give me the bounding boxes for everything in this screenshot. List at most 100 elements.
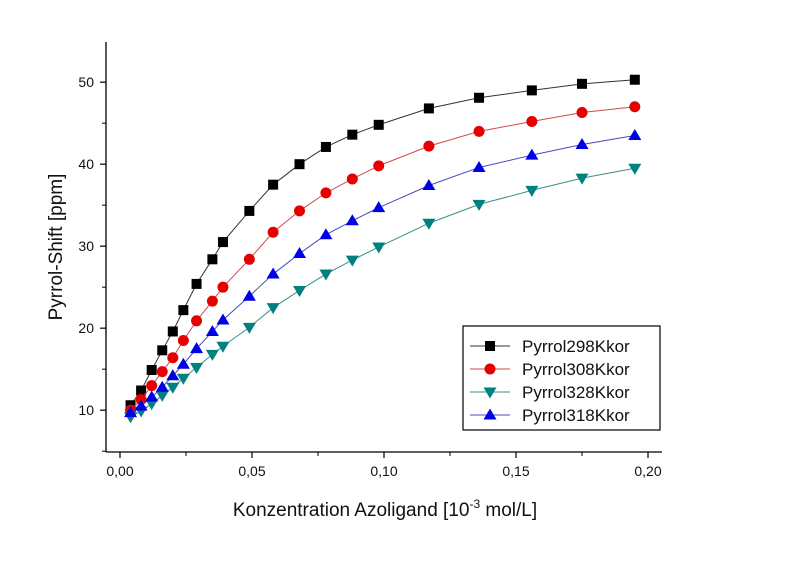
- square-marker: [244, 205, 255, 216]
- square-marker: [146, 365, 157, 375]
- triangle-up-marker: [422, 179, 436, 190]
- circle-marker: [135, 394, 147, 406]
- square-marker: [178, 305, 189, 316]
- triangle-up-marker: [134, 399, 148, 411]
- series-layer: [124, 74, 642, 424]
- circle-marker: [423, 140, 435, 152]
- triangle-up-marker: [205, 324, 219, 336]
- triangle-down-marker: [205, 349, 219, 361]
- triangle-down-marker: [628, 163, 642, 175]
- circle-marker: [526, 116, 538, 128]
- circle-marker: [267, 226, 279, 238]
- legend-label: Pyrrol318Kkor: [522, 406, 630, 425]
- triangle-down-marker: [216, 341, 230, 353]
- legend-label: Pyrrol328Kkor: [522, 383, 630, 402]
- triangle-down-marker: [190, 363, 204, 375]
- square-marker: [373, 119, 384, 130]
- square-marker: [485, 341, 495, 351]
- circle-marker: [217, 281, 229, 293]
- circle-marker: [320, 187, 332, 199]
- triangle-down-marker: [145, 399, 159, 411]
- series-pyrrol308kkor: [125, 101, 641, 416]
- triangle-down-marker: [372, 242, 386, 254]
- legend-item: Pyrrol308Kkor: [470, 360, 630, 379]
- triangle-down-marker: [319, 269, 333, 281]
- triangle-down-marker: [155, 390, 169, 402]
- x-axis-label: Konzentration Azoligand [10-3 mol/L]: [233, 497, 537, 521]
- circle-marker: [294, 205, 306, 217]
- x-axis-label-main: Konzentration Azoligand [10: [233, 500, 470, 521]
- square-marker: [191, 278, 202, 289]
- legend-label: Pyrrol298Kkor: [522, 337, 630, 356]
- triangle-down-marker: [345, 255, 359, 267]
- triangle-up-marker: [483, 408, 497, 420]
- triangle-up-marker: [319, 228, 333, 240]
- x-axis-label-tail: mol/L]: [480, 500, 537, 521]
- triangle-down-marker: [472, 199, 486, 211]
- triangle-down-marker: [176, 373, 190, 385]
- triangle-up-marker: [176, 357, 190, 369]
- triangle-up-marker: [124, 406, 138, 418]
- circle-marker: [206, 295, 218, 307]
- triangle-down-marker: [575, 173, 589, 185]
- triangle-down-marker: [293, 285, 307, 297]
- triangle-up-marker: [575, 138, 589, 149]
- square-marker: [577, 78, 588, 89]
- triangle-up-marker: [472, 160, 486, 172]
- legend-item: Pyrrol298Kkor: [470, 337, 630, 356]
- triangle-down-marker: [266, 303, 280, 315]
- square-marker: [207, 254, 218, 265]
- x-tick-label: 0,20: [634, 463, 661, 479]
- series-pyrrol328kkor: [124, 163, 642, 424]
- square-marker: [526, 85, 537, 96]
- series-pyrrol318kkor: [124, 128, 642, 418]
- circle-marker: [373, 160, 385, 172]
- circle-marker: [146, 380, 158, 392]
- square-marker: [347, 129, 358, 140]
- x-tick-label: 0,05: [238, 463, 265, 479]
- x-tick-label: 0,10: [370, 463, 397, 479]
- axes: 0,00 0,05 0,10 0,15 0,20 10 20 30 40 50: [78, 42, 662, 479]
- triangle-down-marker: [525, 185, 539, 197]
- legend-item: Pyrrol318Kkor: [470, 406, 630, 425]
- circle-marker: [167, 352, 179, 364]
- triangle-up-marker: [293, 247, 307, 259]
- circle-marker: [473, 125, 485, 137]
- y-tick-label: 30: [78, 238, 94, 254]
- x-axis-label-superscript: -3: [469, 497, 480, 511]
- square-marker: [629, 74, 640, 85]
- square-marker: [217, 237, 228, 248]
- triangle-up-marker: [155, 380, 169, 392]
- y-axis-label: Pyrrol-Shift [ppm]: [46, 174, 67, 321]
- legend: Pyrrol298Kkor Pyrrol308Kkor Pyrrol328Kkor P…: [462, 325, 661, 431]
- square-marker: [167, 326, 178, 337]
- circle-marker: [177, 334, 189, 346]
- square-marker: [157, 345, 168, 356]
- triangle-up-marker: [145, 390, 159, 402]
- triangle-up-marker: [372, 201, 386, 213]
- triangle-up-marker: [216, 313, 230, 325]
- y-tick-label: 20: [78, 320, 94, 336]
- triangle-up-marker: [166, 369, 180, 381]
- square-marker: [474, 92, 485, 103]
- circle-marker: [346, 173, 358, 185]
- square-marker: [423, 103, 434, 114]
- square-marker: [294, 159, 305, 170]
- triangle-up-marker: [628, 128, 642, 140]
- triangle-down-marker: [422, 218, 436, 230]
- triangle-up-marker: [266, 267, 280, 279]
- y-tick-label: 50: [78, 74, 94, 90]
- square-marker: [320, 141, 331, 152]
- triangle-up-marker: [190, 342, 204, 354]
- x-tick-label: 0,15: [502, 463, 529, 479]
- triangle-up-marker: [525, 148, 539, 160]
- y-tick-label: 40: [78, 156, 94, 172]
- circle-marker: [576, 107, 588, 119]
- legend-item: Pyrrol328Kkor: [470, 383, 630, 402]
- circle-marker: [156, 366, 168, 378]
- circle-marker: [243, 253, 255, 265]
- square-marker: [136, 385, 147, 396]
- triangle-down-marker: [242, 322, 256, 334]
- circle-marker: [629, 101, 641, 113]
